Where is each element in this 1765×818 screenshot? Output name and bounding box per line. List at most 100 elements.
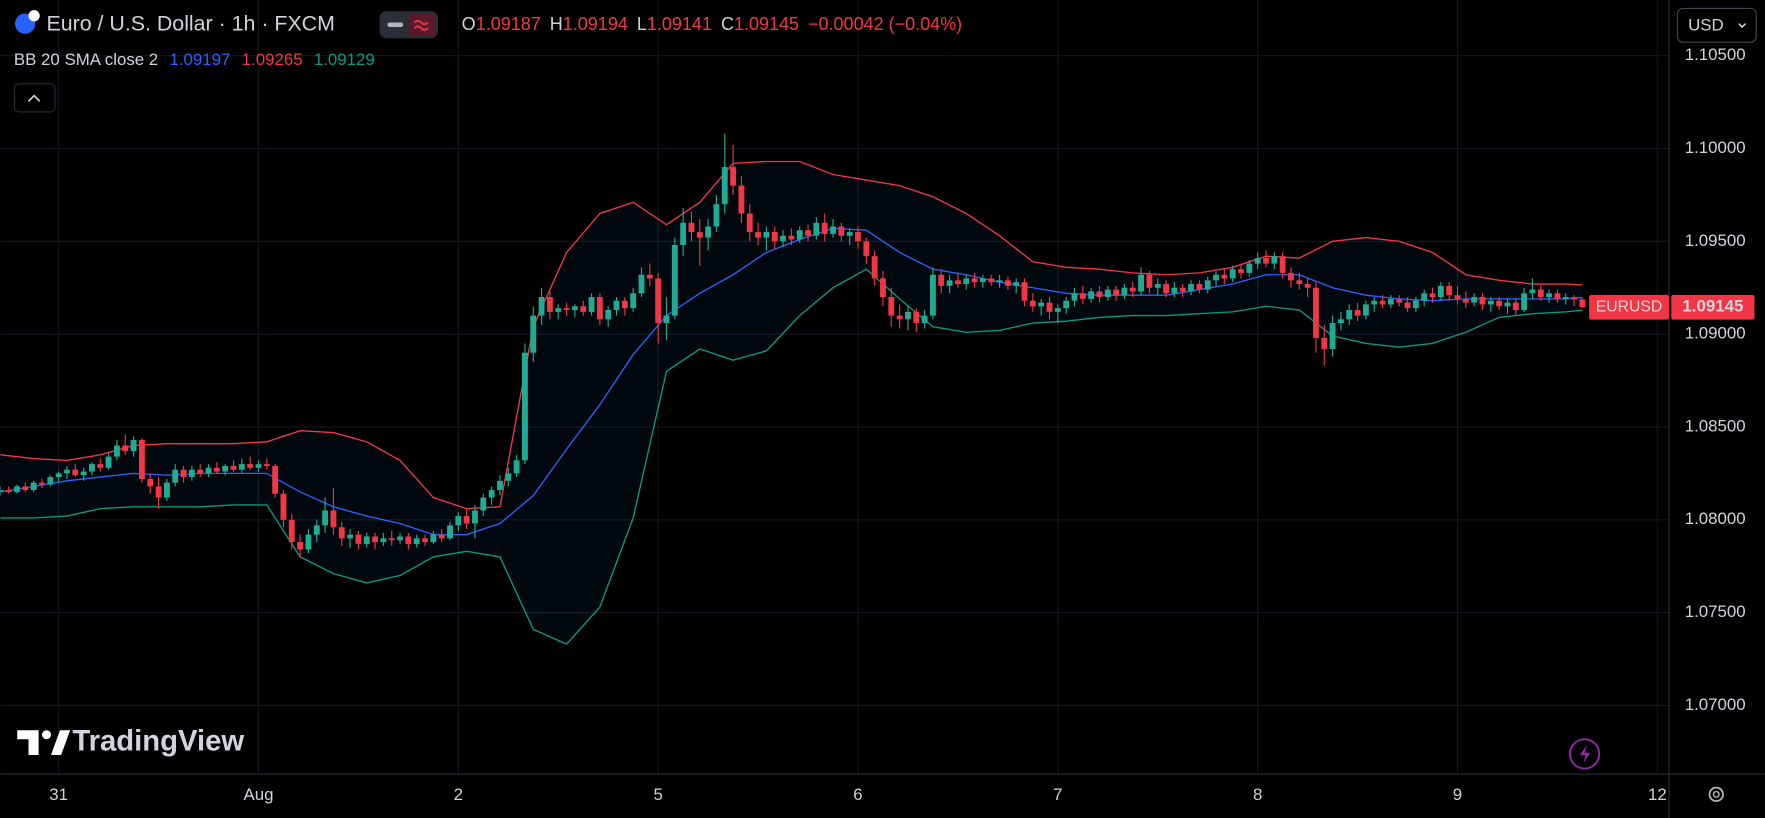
indicator-value: 1.09197 — [169, 50, 230, 69]
candle-body — [1554, 293, 1561, 299]
candle-body — [1579, 299, 1586, 308]
candle-body — [1204, 280, 1211, 290]
candle-body — [1396, 298, 1403, 303]
candle-body — [630, 293, 637, 309]
candle-body — [830, 226, 836, 234]
candle-body — [188, 469, 195, 478]
ohlc-value: 1.09145 — [734, 14, 799, 34]
candle-body — [172, 469, 179, 483]
band-line — [0, 160, 1583, 510]
y-tick-label: 1.10000 — [1685, 138, 1746, 157]
candle-body — [971, 278, 978, 283]
y-tick-label: 1.09000 — [1685, 324, 1746, 343]
currency-button[interactable] — [1676, 7, 1757, 43]
candle-body — [105, 456, 112, 468]
status-glyph — [413, 19, 429, 31]
candle-body — [513, 460, 520, 474]
candle-body — [938, 274, 945, 286]
candle-body — [1387, 298, 1394, 305]
candle-body — [180, 469, 187, 478]
x-tick-label: 8 — [1253, 785, 1262, 804]
candle-body — [688, 222, 695, 233]
logo-text[interactable]: TradingView — [72, 725, 244, 757]
candle-body — [979, 278, 986, 283]
candle-body — [746, 213, 753, 233]
candle-body — [1471, 297, 1478, 303]
currency-chevron — [1738, 23, 1747, 29]
candle-body — [213, 467, 220, 472]
quick-action-button[interactable] — [1569, 738, 1601, 770]
candle-body — [1104, 289, 1111, 298]
symbol-title[interactable]: Euro / U.S. Dollar · 1h · FXCM — [46, 11, 334, 35]
change-value: −0.00042 (−0.04%) — [808, 14, 962, 34]
candle-body — [305, 534, 312, 550]
candle-body — [222, 465, 229, 472]
candle-body — [546, 297, 553, 312]
axes: 1.07000 1.07500 1.08000 1.08500 1.09000 1.095… — [49, 45, 1755, 804]
y-tick-label: 1.08000 — [1685, 509, 1746, 528]
x-tick-label: 6 — [853, 785, 862, 804]
candle-body — [72, 469, 79, 476]
indicator-legend: BB 20 SMA close 2 1.09197 1.09265 1.09129 — [14, 50, 375, 69]
candle-body — [921, 315, 928, 324]
candle-body — [1437, 285, 1444, 298]
settings-button[interactable] — [1708, 786, 1724, 803]
candle-body — [1096, 291, 1103, 298]
candle-body — [147, 478, 154, 487]
candle-body — [14, 486, 20, 492]
candle-body — [580, 306, 587, 312]
candle-body — [1362, 304, 1369, 316]
candle-body — [1521, 293, 1528, 311]
candle-body — [738, 185, 745, 214]
candle-body — [522, 352, 528, 461]
candle-body — [288, 519, 295, 543]
candle-body — [1079, 293, 1086, 299]
candle-body — [1338, 319, 1344, 324]
candle-body — [905, 311, 911, 320]
candle-body — [1246, 263, 1253, 273]
ohlc-label: O — [462, 14, 476, 34]
price-tag-label: 1.09145 — [1682, 297, 1743, 316]
ohlc-value: 1.09194 — [563, 14, 628, 34]
candle-body — [1029, 300, 1036, 307]
y-tick-label: 1.07500 — [1685, 602, 1746, 621]
candle-body — [680, 222, 687, 246]
candle-body — [1113, 289, 1120, 296]
candle-body — [1279, 256, 1286, 273]
candle-body — [380, 538, 387, 543]
candle-body — [1254, 258, 1261, 264]
candle-body — [1496, 300, 1503, 307]
candle-body — [780, 235, 786, 242]
logo-icon — [17, 730, 39, 755]
candle-body — [963, 278, 970, 285]
indicator-value: 1.09265 — [242, 50, 303, 69]
candle-body — [1213, 274, 1219, 281]
candle-body — [114, 445, 120, 457]
candle-body — [1321, 337, 1328, 350]
quick-action-icon — [1580, 744, 1591, 763]
candle-body — [322, 510, 329, 526]
candle-body — [163, 482, 170, 498]
candle-body — [788, 235, 795, 240]
candle-body — [247, 464, 254, 468]
candle-body — [1446, 285, 1453, 296]
candle-body — [338, 527, 345, 539]
candle-body — [1304, 284, 1311, 288]
candle-body — [638, 274, 645, 294]
candle-body — [1146, 274, 1153, 288]
collapse-button[interactable] — [13, 83, 56, 113]
candle-body — [571, 306, 578, 311]
candle-body — [1046, 302, 1053, 312]
candle-body — [238, 464, 245, 470]
candle-body — [1238, 269, 1244, 273]
y-tick-label: 1.08500 — [1685, 416, 1746, 435]
candle-body — [1462, 298, 1469, 303]
x-tick-label: Aug — [243, 785, 273, 804]
candle-body — [0, 490, 4, 492]
candle-body — [1571, 297, 1577, 300]
candle-body — [297, 542, 304, 550]
candle-body — [438, 534, 445, 539]
candle-body — [5, 490, 12, 492]
